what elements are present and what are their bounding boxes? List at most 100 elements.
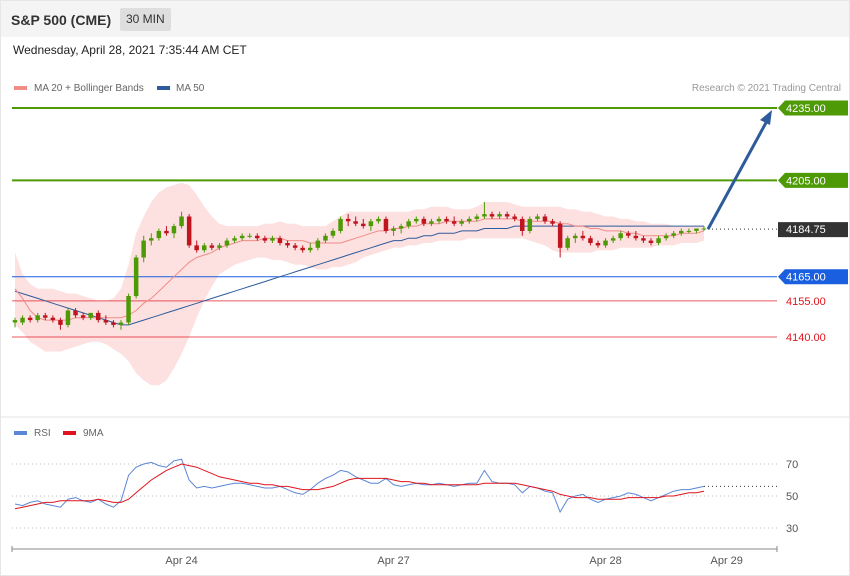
- candle-body: [444, 218, 449, 222]
- level-label-support-4: 4155.00: [786, 296, 826, 308]
- level-label-resistance-1: 4205.00: [786, 175, 826, 187]
- ma50-line: [14, 225, 704, 326]
- x-tick-label-1: Apr 27: [377, 555, 409, 567]
- candle-body: [641, 238, 646, 241]
- ma20-legend-label: MA 20 + Bollinger Bands: [34, 83, 144, 94]
- candle-body: [512, 216, 517, 219]
- candle-body: [451, 221, 457, 224]
- candle-body: [610, 238, 616, 241]
- candle-body: [550, 221, 555, 224]
- candle-body: [429, 221, 434, 224]
- ma50-legend-label: MA 50: [176, 83, 205, 94]
- candle-body: [663, 235, 669, 239]
- candle-body: [156, 230, 162, 239]
- candle-body: [171, 226, 177, 234]
- candle-body: [361, 223, 366, 227]
- candle-body: [232, 238, 237, 241]
- bollinger-band: [15, 182, 704, 386]
- candle-body: [603, 240, 608, 246]
- candle-body: [565, 238, 570, 248]
- candle-body: [542, 216, 548, 222]
- candle-body: [300, 247, 305, 251]
- rsi-tick-label-50: 50: [786, 491, 798, 503]
- rsi-ma-legend-swatch: [63, 431, 76, 435]
- candle-body: [376, 218, 381, 222]
- candle-body: [217, 245, 222, 248]
- level-tag-resistance-0: [778, 100, 848, 116]
- level-label-last: 4184.75: [786, 224, 826, 236]
- candle-body: [633, 235, 639, 239]
- candle-body: [164, 230, 169, 234]
- x-tick-label-0: Apr 24: [165, 555, 197, 567]
- candle-body: [474, 216, 480, 219]
- candle-body: [671, 233, 676, 236]
- candle-body: [383, 218, 389, 231]
- candle-body: [96, 312, 101, 321]
- ma50-legend-swatch: [157, 86, 170, 90]
- candle-body: [50, 317, 56, 321]
- x-tick-label-3: Apr 29: [711, 555, 743, 567]
- candle-body: [308, 247, 313, 251]
- candle-body: [421, 218, 427, 224]
- candle-body: [353, 221, 358, 224]
- candle-body: [686, 230, 692, 232]
- candle-body: [580, 235, 586, 239]
- projection-arrow-shaft: [706, 118, 770, 230]
- report-datetime: Wednesday, April 28, 2021 7:35:44 AM CET: [13, 43, 247, 57]
- candle-body: [65, 310, 71, 325]
- credit-text: Research © 2021 Trading Central: [692, 83, 841, 94]
- candle-body: [58, 320, 63, 325]
- candle-body: [323, 235, 328, 241]
- rsi-ma-line: [14, 463, 705, 510]
- candle-body: [414, 218, 419, 222]
- candle-body: [398, 226, 404, 229]
- candle-body: [557, 223, 563, 248]
- candle-body: [573, 235, 578, 239]
- candle-body: [179, 216, 184, 227]
- candle-body: [292, 245, 298, 248]
- candle-body: [315, 240, 321, 248]
- level-label-resistance-0: 4235.00: [786, 103, 826, 115]
- rsi-legend-label: RSI: [34, 428, 51, 439]
- candle-body: [27, 317, 33, 321]
- candle-body: [262, 238, 268, 241]
- candle-body: [588, 238, 593, 243]
- candle-body: [73, 310, 78, 316]
- candle-body: [482, 214, 487, 217]
- candle-body: [701, 228, 707, 230]
- candle-body: [520, 218, 525, 231]
- candle-body: [80, 315, 86, 318]
- candle-body: [224, 240, 230, 246]
- candle-body: [497, 214, 502, 217]
- candle-body: [149, 238, 154, 241]
- candle-body: [467, 218, 472, 222]
- candle-body: [141, 240, 146, 258]
- candle-body: [656, 238, 661, 243]
- candle-body: [247, 235, 252, 237]
- candle-body: [694, 228, 699, 231]
- candle-body: [368, 221, 374, 227]
- header-bar: S&P 500 (CME) 30 MIN: [1, 1, 849, 37]
- candle-body: [111, 322, 116, 325]
- candle-body: [118, 322, 124, 325]
- rsi-legend-swatch: [14, 431, 27, 435]
- candle-body: [618, 233, 623, 239]
- candle-body: [103, 320, 109, 323]
- candle-body: [459, 221, 464, 224]
- level-tag-last: [778, 222, 848, 238]
- candle-body: [12, 320, 18, 323]
- timeframe-badge[interactable]: 30 MIN: [120, 8, 171, 31]
- candle-body: [202, 245, 207, 251]
- candle-body: [345, 218, 351, 222]
- candle-body: [527, 218, 533, 231]
- candle-body: [330, 230, 336, 236]
- level-label-support-5: 4140.00: [786, 332, 826, 344]
- candle-body: [595, 243, 601, 246]
- x-tick-label-2: Apr 28: [589, 555, 621, 567]
- projection-arrow-head: [760, 110, 772, 125]
- candle-body: [391, 228, 396, 231]
- level-tag-pivot-3: [778, 269, 848, 285]
- candle-body: [186, 216, 192, 246]
